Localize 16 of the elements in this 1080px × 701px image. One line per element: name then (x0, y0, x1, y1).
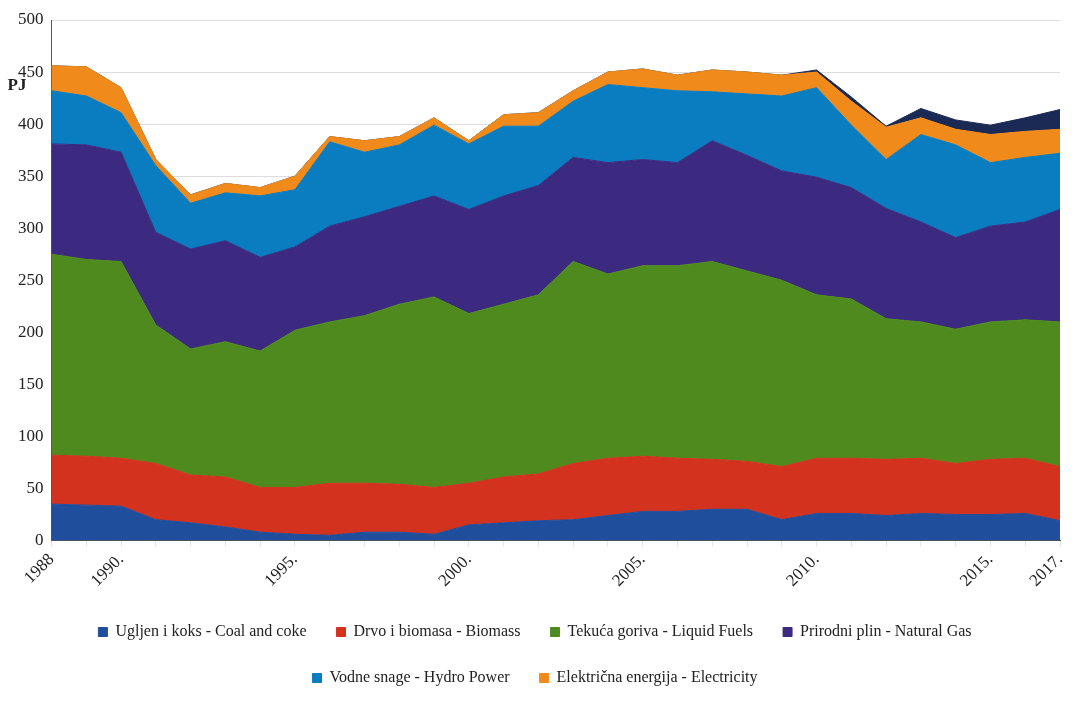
y-tick-label: 500 (18, 9, 44, 29)
y-tick-label: 350 (18, 165, 44, 185)
y-tick-label: 0 (35, 530, 44, 549)
y-tick-label: 50 (26, 477, 44, 497)
y-tick-label: 250 (18, 269, 44, 289)
y-tick-label: 100 (18, 425, 44, 445)
legend-label: Drvo i biomasa - Biomass (353, 622, 521, 640)
y-tick-label: 400 (18, 113, 44, 133)
y-tick-label: 200 (18, 321, 44, 341)
y-tick-label: 150 (18, 373, 44, 393)
legend-label: Prirodni plin - Natural Gas (800, 622, 972, 641)
legend-label: Vodne snage - Hydro Power (329, 668, 511, 687)
y-tick-label: 300 (18, 217, 44, 237)
legend-label: Ugljen i koks - Coal and coke (115, 622, 307, 641)
legend-label: Tekuća goriva - Liquid Fuels (567, 622, 754, 641)
legend-label: Električna energija - Electricity (556, 668, 758, 687)
